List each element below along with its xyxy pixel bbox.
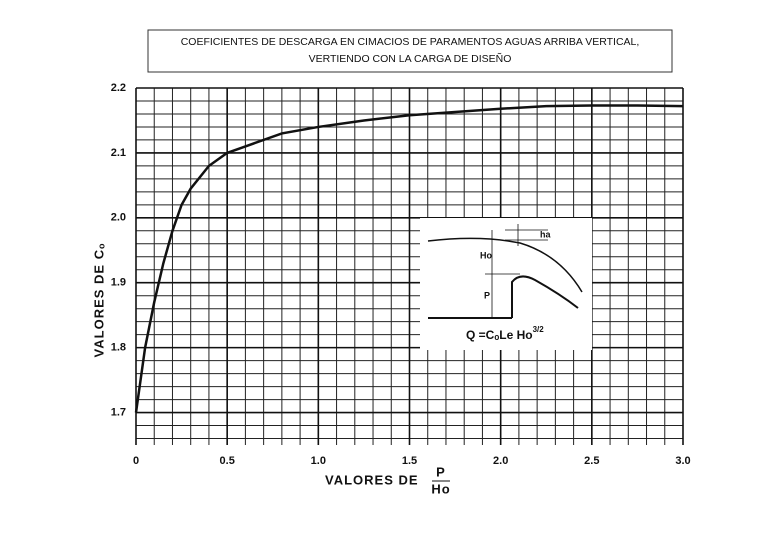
x-tick-label: 0.5	[220, 455, 235, 467]
y-axis-label: VALORES DE Cₒ	[91, 243, 106, 358]
x-axis-label-numerator: P	[436, 464, 446, 479]
chart-title: COEFICIENTES DE DESCARGA EN CIMACIOS DE …	[181, 36, 640, 48]
x-tick-label: 0	[133, 455, 139, 467]
y-tick-label: 1.8	[111, 342, 126, 354]
x-axis-label-denominator: Ho	[431, 481, 450, 496]
inset-formula: Q =CₒLe Ho3/2	[466, 325, 544, 342]
title-box	[147, 29, 673, 73]
inset-label: P	[484, 290, 490, 300]
data-line	[134, 104, 684, 413]
water-surface	[427, 237, 583, 293]
chart-title: VERTIENDO CON LA CARGA DE DISEÑO	[309, 52, 512, 65]
y-tick-label: 2.1	[111, 147, 126, 159]
y-tick-label: 2.2	[111, 82, 126, 94]
x-tick-label: 3.0	[675, 455, 690, 467]
inset-label: Ho	[480, 250, 492, 260]
x-tick-label: 2.5	[584, 455, 599, 467]
x-tick-label: 1.0	[311, 455, 326, 467]
x-tick-label: 2.0	[493, 455, 508, 467]
x-axis-label: VALORES DE	[325, 472, 419, 487]
inset-label: ha	[540, 229, 551, 239]
spillway	[511, 275, 579, 318]
inset: ha Ho P Q =CₒLe Ho3/2	[420, 218, 592, 350]
y-tick-label: 1.9	[111, 277, 126, 289]
grid	[135, 87, 684, 445]
x-tick-label: 1.5	[402, 455, 417, 467]
y-tick-label: 1.7	[111, 406, 126, 418]
y-tick-label: 2.0	[111, 212, 126, 224]
